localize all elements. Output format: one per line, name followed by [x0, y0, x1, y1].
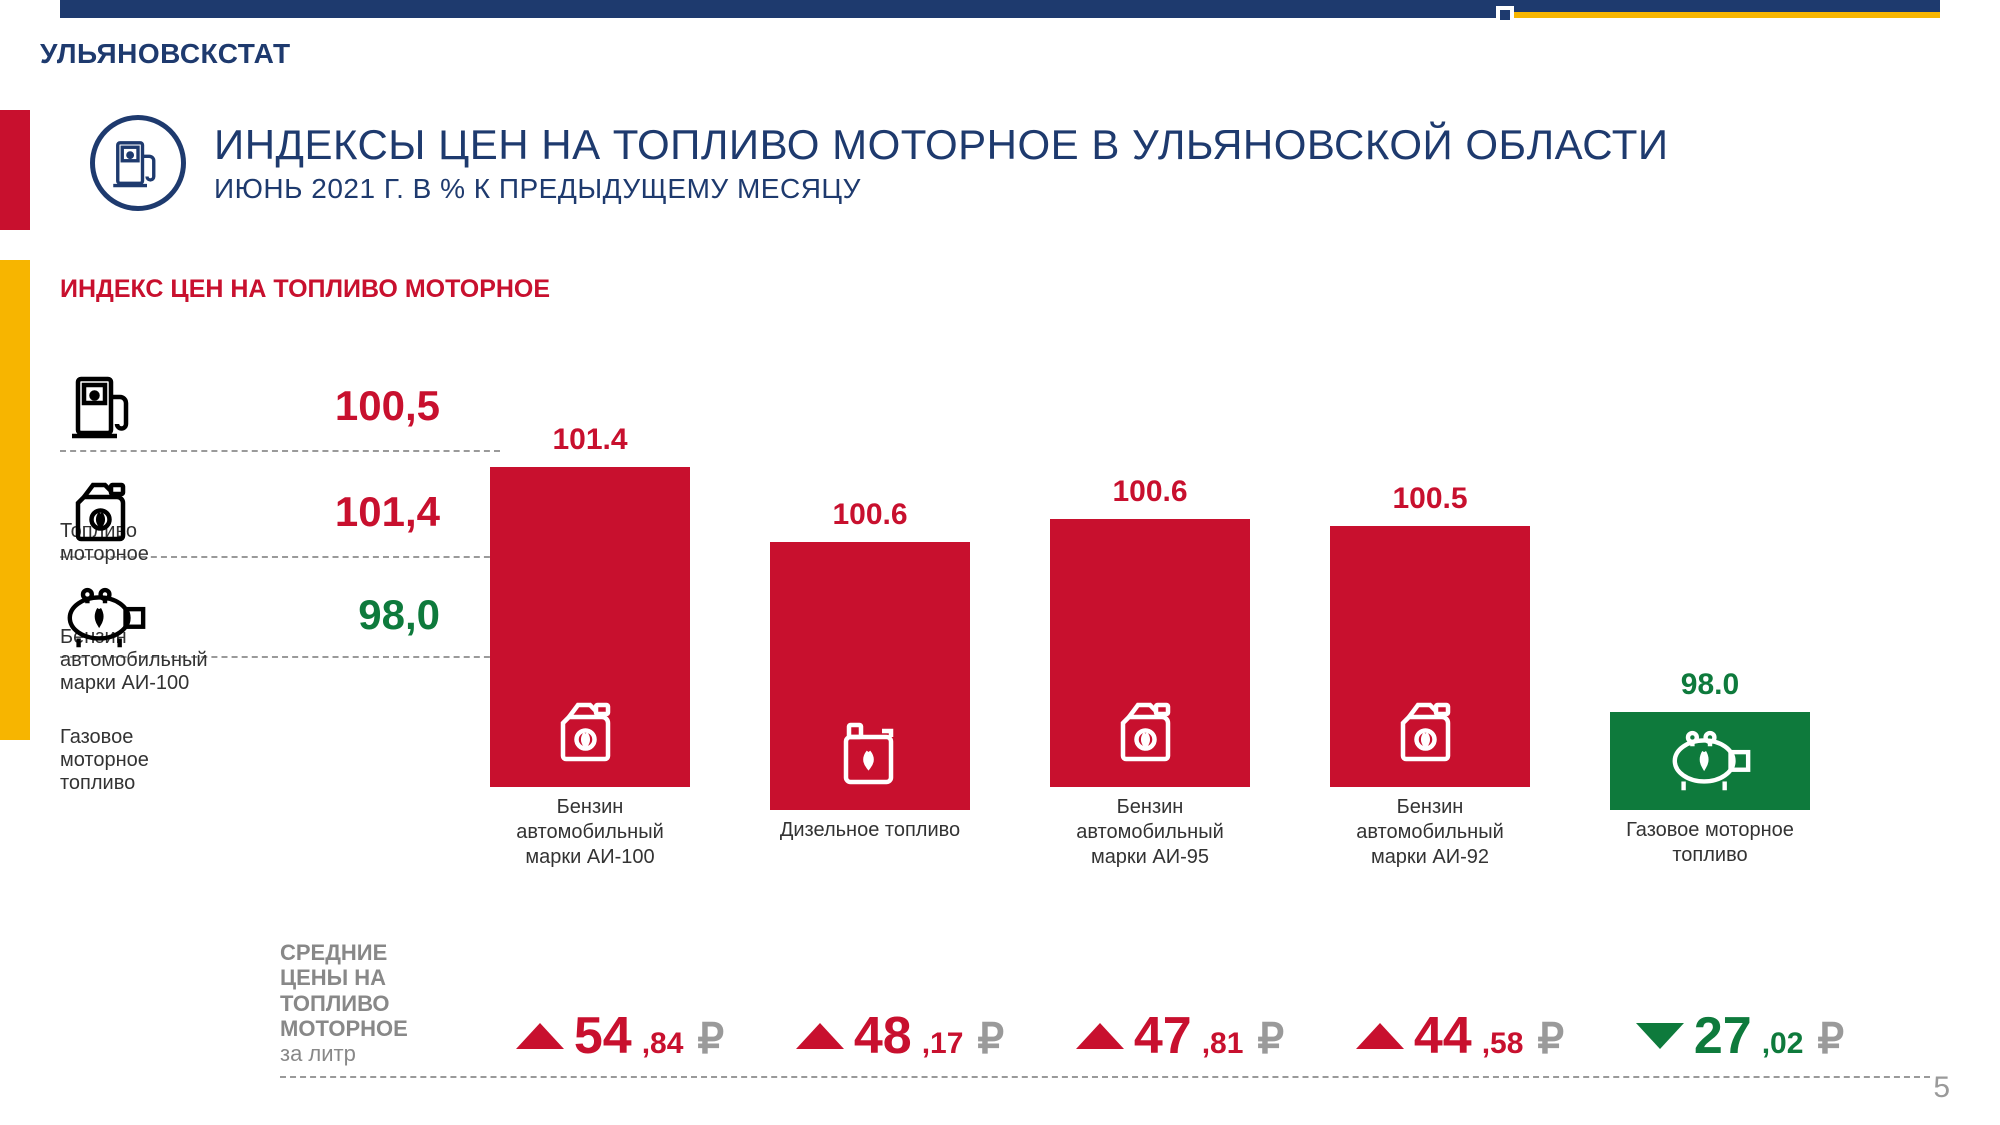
- tank-icon: [1666, 725, 1754, 796]
- price-frac: ,17: [922, 1027, 964, 1061]
- arrow-up-icon: [1356, 1023, 1404, 1049]
- price-item: 48 ,17 ₽: [760, 1006, 1040, 1066]
- bar-label: Дизельное топливо: [780, 818, 960, 870]
- canister-icon: [1394, 696, 1466, 773]
- arrow-up-icon: [516, 1023, 564, 1049]
- side-accent-yellow: [0, 260, 30, 740]
- bar-rect: [1050, 519, 1250, 787]
- bar: 100.5 Бензин автомобильный марки АИ-92: [1330, 482, 1530, 870]
- tank-icon: [60, 582, 150, 648]
- price-frac: ,02: [1762, 1027, 1804, 1061]
- prices-row: СРЕДНИЕЦЕНЫ НАТОПЛИВОМОТОРНОЕза литр 54,…: [280, 940, 1930, 1078]
- arrow-up-icon: [796, 1023, 844, 1049]
- bar-label: Газовое моторное топливо: [1610, 818, 1810, 870]
- ruble-icon: ₽: [1817, 1014, 1844, 1063]
- summary-list: Топливо моторное 100,5 Бензин автомобиль…: [60, 370, 500, 682]
- price-int: 54: [574, 1006, 632, 1066]
- section-title: ИНДЕКС ЦЕН НА ТОПЛИВО МОТОРНОЕ: [60, 275, 550, 304]
- bar-value: 101.4: [552, 423, 627, 457]
- canister-icon: [1114, 696, 1186, 773]
- price-item: 47 ,81 ₽: [1040, 1006, 1320, 1066]
- summary-value: 100,5: [335, 382, 500, 430]
- canister-icon: [60, 476, 150, 548]
- ruble-icon: ₽: [1257, 1014, 1284, 1063]
- bar-value: 98.0: [1681, 668, 1739, 702]
- bar-value: 100.6: [832, 498, 907, 532]
- price-frac: ,58: [1482, 1027, 1524, 1061]
- bar-rect: [1610, 712, 1810, 810]
- arrow-up-icon: [1076, 1023, 1124, 1049]
- bar: 100.6 Бензин автомобильный марки АИ-95: [1050, 475, 1250, 870]
- canister2-icon: [834, 719, 906, 796]
- bar-value: 100.6: [1112, 475, 1187, 509]
- prices-label: СРЕДНИЕЦЕНЫ НАТОПЛИВОМОТОРНОЕза литр: [280, 940, 480, 1066]
- bar-label: Бензин автомобильный марки АИ-92: [1330, 795, 1530, 870]
- ruble-icon: ₽: [977, 1014, 1004, 1063]
- bar: 98.0 Газовое моторное топливо: [1610, 668, 1810, 870]
- ruble-icon: ₽: [1537, 1014, 1564, 1063]
- page-subtitle: ИЮНЬ 2021 Г. В % К ПРЕДЫДУЩЕМУ МЕСЯЦУ: [214, 173, 1669, 205]
- page-number: 5: [1933, 1071, 1950, 1105]
- bar-rect: [490, 467, 690, 787]
- bar: 101.4 Бензин автомобильный марки АИ-100: [490, 423, 690, 870]
- org-name: УЛЬЯНОВСКСТАТ: [40, 38, 291, 70]
- ruble-icon: ₽: [697, 1014, 724, 1063]
- price-int: 48: [854, 1006, 912, 1066]
- bar: 100.6 Дизельное топливо: [770, 498, 970, 870]
- summary-row: Бензин автомобильный марки АИ-100 101,4: [60, 476, 500, 558]
- bar-value: 100.5: [1392, 482, 1467, 516]
- summary-row: Топливо моторное 100,5: [60, 370, 500, 452]
- price-int: 47: [1134, 1006, 1192, 1066]
- top-bar-accent: [1510, 12, 1940, 18]
- price-frac: ,84: [642, 1027, 684, 1061]
- price-frac: ,81: [1202, 1027, 1244, 1061]
- fuel-pump-icon: [90, 115, 186, 211]
- bar-label: Бензин автомобильный марки АИ-95: [1050, 795, 1250, 870]
- summary-label: Газовое моторное топливо: [60, 726, 150, 795]
- summary-value: 101,4: [335, 488, 500, 536]
- arrow-down-icon: [1636, 1023, 1684, 1049]
- canister-icon: [554, 696, 626, 773]
- summary-row: Газовое моторное топливо 98,0: [60, 582, 500, 658]
- header: ИНДЕКСЫ ЦЕН НА ТОПЛИВО МОТОРНОЕ В УЛЬЯНО…: [90, 115, 1669, 211]
- bar-chart: 101.4 Бензин автомобильный марки АИ-100 …: [490, 470, 1930, 870]
- price-int: 27: [1694, 1006, 1752, 1066]
- price-item: 27 ,02 ₽: [1600, 1006, 1880, 1066]
- price-item: 54 ,84 ₽: [480, 1006, 760, 1066]
- side-accent-red: [0, 110, 30, 230]
- bar-rect: [770, 542, 970, 810]
- bar-label: Бензин автомобильный марки АИ-100: [490, 795, 690, 870]
- top-bar-accent-marker: [1496, 6, 1514, 24]
- bar-rect: [1330, 526, 1530, 787]
- page-title: ИНДЕКСЫ ЦЕН НА ТОПЛИВО МОТОРНОЕ В УЛЬЯНО…: [214, 121, 1669, 169]
- pump-icon: [60, 370, 150, 442]
- summary-value: 98,0: [358, 591, 500, 639]
- price-item: 44 ,58 ₽: [1320, 1006, 1600, 1066]
- price-int: 44: [1414, 1006, 1472, 1066]
